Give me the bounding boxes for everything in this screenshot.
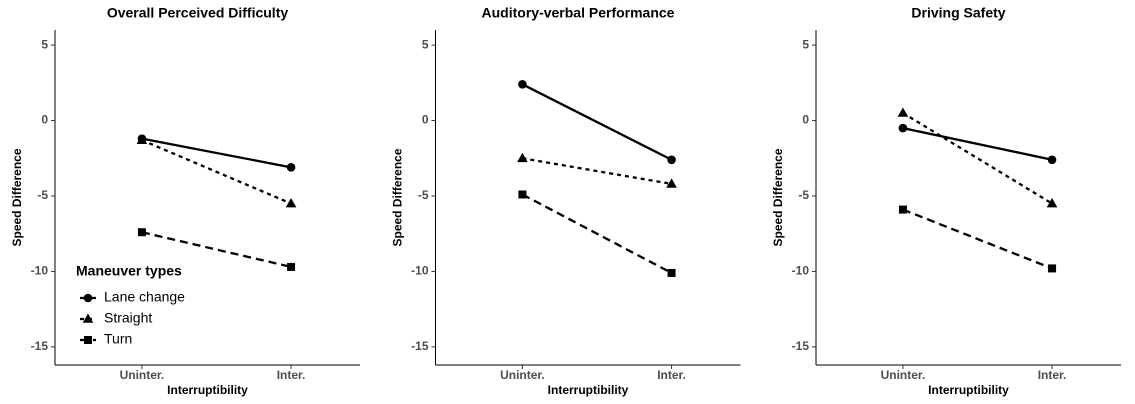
x-tick-label: Uninter. bbox=[500, 368, 545, 382]
series-line bbox=[522, 157, 672, 186]
series-line bbox=[521, 83, 673, 161]
legend-label: Lane change bbox=[104, 289, 185, 305]
series-marker bbox=[1048, 264, 1057, 273]
series-marker bbox=[898, 123, 908, 133]
y-tick-label: -15 bbox=[31, 339, 49, 353]
series-line bbox=[141, 231, 292, 269]
y-tick-label: 5 bbox=[41, 37, 48, 51]
legend-label: Turn bbox=[104, 331, 132, 347]
legend-key-marker bbox=[82, 313, 94, 323]
series-line bbox=[141, 137, 292, 169]
y-tick-label: 0 bbox=[422, 113, 429, 127]
legend-key-marker bbox=[84, 336, 92, 344]
y-axis-label: Speed Difference bbox=[391, 148, 405, 246]
series-line bbox=[902, 112, 1053, 205]
series-line bbox=[902, 208, 1053, 270]
series-marker bbox=[517, 152, 528, 163]
y-tick-label: 5 bbox=[422, 37, 429, 51]
panel-title: Driving Safety bbox=[911, 5, 1005, 21]
y-tick-label: 0 bbox=[41, 113, 48, 127]
x-tick-label: Uninter. bbox=[881, 368, 926, 382]
x-axis-label: Interruptibility bbox=[167, 383, 248, 397]
legend-label: Straight bbox=[104, 310, 152, 326]
y-tick-label: -5 bbox=[418, 188, 429, 202]
series-line bbox=[141, 139, 292, 205]
y-tick-label: -10 bbox=[792, 264, 810, 278]
y-tick-label: -15 bbox=[411, 339, 429, 353]
x-tick-label: Uninter. bbox=[120, 368, 165, 382]
series-marker bbox=[666, 178, 677, 188]
legend-title: Maneuver types bbox=[76, 263, 182, 279]
y-tick-label: 5 bbox=[802, 37, 809, 51]
y-tick-label: 0 bbox=[802, 113, 809, 127]
y-axis-label: Speed Difference bbox=[10, 148, 24, 246]
series-marker bbox=[897, 107, 909, 117]
series-marker bbox=[518, 80, 527, 89]
series-marker bbox=[667, 155, 676, 165]
y-tick-label: -5 bbox=[37, 188, 48, 202]
series-line bbox=[521, 193, 673, 274]
series-line bbox=[902, 126, 1053, 161]
series-marker bbox=[1046, 198, 1058, 208]
x-tick-label: Inter. bbox=[657, 368, 686, 382]
x-axis-label: Interruptibility bbox=[548, 383, 629, 397]
x-axis-label: Interruptibility bbox=[928, 383, 1009, 397]
y-tick-label: -15 bbox=[792, 339, 810, 353]
series-marker bbox=[1047, 155, 1057, 165]
series-marker bbox=[898, 205, 907, 214]
legend-key-marker bbox=[83, 293, 93, 303]
y-tick-label: -5 bbox=[798, 188, 809, 202]
series-marker bbox=[285, 198, 297, 208]
series-marker bbox=[136, 134, 148, 144]
x-tick-label: Inter. bbox=[1038, 368, 1067, 382]
series-marker bbox=[286, 163, 296, 172]
series-marker bbox=[667, 268, 676, 277]
x-tick-label: Inter. bbox=[277, 368, 306, 382]
series-marker bbox=[518, 190, 527, 199]
y-axis-label: Speed Difference bbox=[771, 148, 785, 246]
panel-title: Auditory-verbal Performance bbox=[482, 5, 675, 21]
panel-title: Overall Perceived Difficulty bbox=[107, 5, 289, 21]
series-marker bbox=[137, 228, 146, 237]
series-marker bbox=[287, 262, 296, 271]
y-tick-label: -10 bbox=[31, 264, 49, 278]
y-tick-label: -10 bbox=[411, 264, 429, 278]
